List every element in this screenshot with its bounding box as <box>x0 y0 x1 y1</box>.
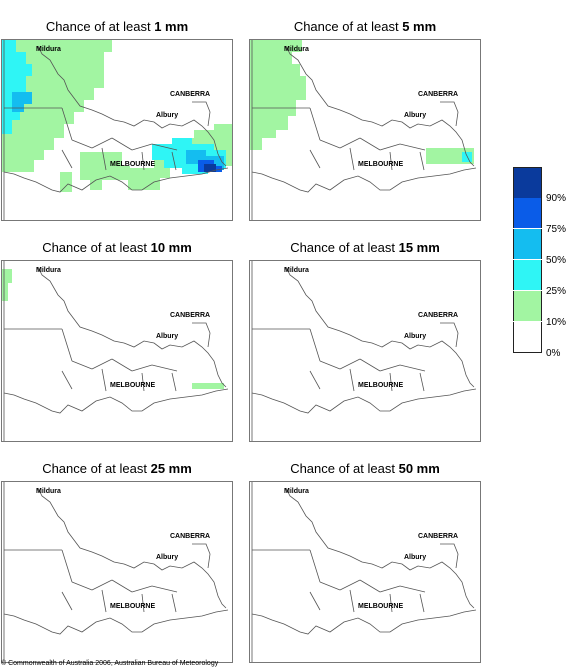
state-boundaries <box>3 261 229 441</box>
city-label-albury: Albury <box>404 554 427 561</box>
legend-swatch-90 <box>513 167 542 198</box>
legend-swatch-10 <box>513 291 542 321</box>
city-label-mildura: Mildura <box>284 488 309 495</box>
state-boundaries <box>251 482 477 662</box>
city-label-mildura: Mildura <box>284 46 309 53</box>
city-label-canberra: CANBERRA <box>418 533 459 540</box>
map-10mm: Mildura CANBERRA Albury MELBOURNE <box>1 260 233 442</box>
city-label-albury: Albury <box>156 112 179 119</box>
map-15mm: Mildura CANBERRA Albury MELBOURNE <box>249 260 481 442</box>
city-label-mildura: Mildura <box>36 267 61 274</box>
legend-swatch-0 <box>513 322 542 353</box>
city-label-mildura: Mildura <box>284 267 309 274</box>
map-5mm: Mildura CANBERRA Albury MELBOURNE <box>249 39 481 221</box>
panel-title-25mm: Chance of at least 25 mm <box>42 461 192 476</box>
state-boundaries <box>251 40 477 220</box>
legend-label-75: 75% <box>546 224 567 235</box>
city-label-albury: Albury <box>156 333 179 340</box>
panel-title-15mm: Chance of at least 15 mm <box>290 240 440 255</box>
state-boundaries <box>251 261 477 441</box>
legend-label-50: 50% <box>546 255 567 266</box>
city-label-canberra: CANBERRA <box>170 533 211 540</box>
map-50mm: Mildura CANBERRA Albury MELBOURNE <box>249 481 481 663</box>
city-label-melbourne: MELBOURNE <box>110 161 156 168</box>
city-label-mildura: Mildura <box>36 488 61 495</box>
city-label-canberra: CANBERRA <box>418 91 459 98</box>
city-label-canberra: CANBERRA <box>170 91 211 98</box>
panel-title-1mm: Chance of at least 1 mm <box>45 19 189 34</box>
city-label-canberra: CANBERRA <box>418 312 459 319</box>
panel-title-10mm: Chance of at least 10 mm <box>42 240 192 255</box>
copyright-notice: © Commonwealth of Australia 2006, Austra… <box>1 660 219 667</box>
panel-title-5mm: Chance of at least 5 mm <box>293 19 437 34</box>
city-label-albury: Albury <box>404 112 427 119</box>
map-25mm-layer <box>3 482 229 662</box>
city-label-mildura: Mildura <box>36 46 61 53</box>
map-1mm: Mildura CANBERRA Albury MELBOURNE <box>1 39 233 221</box>
panel-title-50mm: Chance of at least 50 mm <box>290 461 440 476</box>
legend-label-10: 10% <box>546 317 567 328</box>
rain-areas <box>2 40 232 192</box>
legend-label-25: 25% <box>546 286 567 297</box>
city-label-albury: Albury <box>156 554 179 561</box>
rain-areas <box>250 40 474 164</box>
legend-label-0: 0% <box>546 348 561 359</box>
map-5mm-layer <box>250 40 477 220</box>
city-label-melbourne: MELBOURNE <box>110 603 156 610</box>
legend-label-90: 90% <box>546 193 567 204</box>
map-15mm-layer <box>251 261 477 441</box>
city-label-melbourne: MELBOURNE <box>358 382 404 389</box>
city-label-melbourne: MELBOURNE <box>358 161 404 168</box>
rain-areas <box>2 269 224 389</box>
map-25mm: Mildura CANBERRA Albury MELBOURNE <box>1 481 233 663</box>
legend-swatch-25 <box>513 260 542 290</box>
city-label-melbourne: MELBOURNE <box>358 603 404 610</box>
state-boundaries <box>3 482 229 662</box>
city-label-canberra: CANBERRA <box>170 312 211 319</box>
map-1mm-layer <box>2 40 232 220</box>
map-50mm-layer <box>251 482 477 662</box>
legend-swatch-75 <box>513 198 542 228</box>
state-boundaries <box>3 40 229 220</box>
map-10mm-layer <box>2 261 229 441</box>
legend-swatch-50 <box>513 229 542 259</box>
city-label-albury: Albury <box>404 333 427 340</box>
city-label-melbourne: MELBOURNE <box>110 382 156 389</box>
